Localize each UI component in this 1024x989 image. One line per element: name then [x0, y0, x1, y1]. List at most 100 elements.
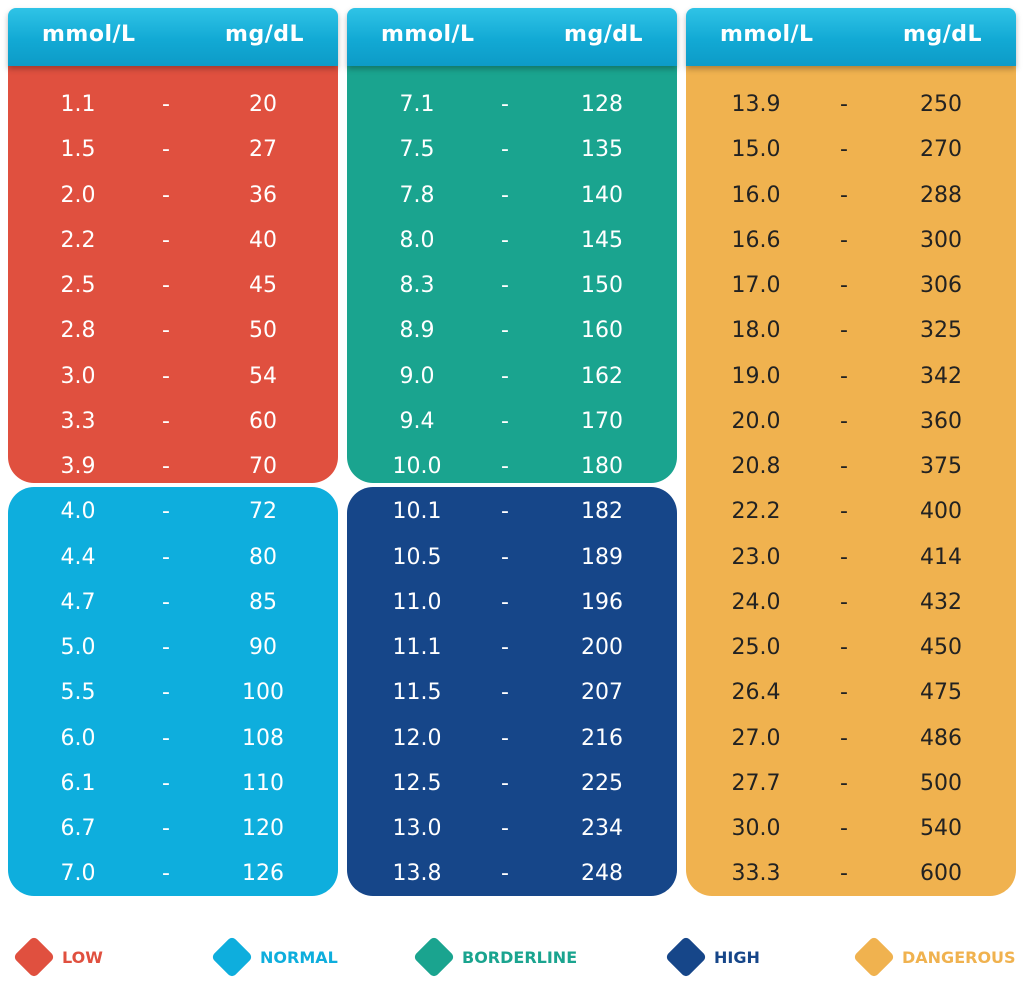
- mgdl-value: 150: [581, 273, 623, 298]
- mgdl-value: 216: [581, 725, 623, 751]
- separator-dash: -: [840, 92, 848, 117]
- diamond-icon: [12, 935, 56, 979]
- legend-label: NORMAL: [260, 948, 338, 967]
- table-row: 4.0 - 72: [8, 489, 338, 534]
- mmol-value: 10.0: [392, 454, 442, 479]
- table-row: 17.0 - 306: [686, 263, 1016, 308]
- legend-label: DANGEROUS: [902, 948, 1016, 967]
- mmol-value: 6.0: [60, 725, 96, 751]
- mgdl-value: 80: [249, 544, 277, 570]
- mmol-value: 25.0: [731, 635, 781, 660]
- separator-dash: -: [840, 861, 848, 887]
- mmol-value: 8.9: [399, 318, 435, 344]
- separator-dash: -: [162, 182, 170, 208]
- mmol-value: 2.5: [60, 273, 96, 298]
- separator-dash: -: [162, 137, 170, 163]
- mmol-value: 10.5: [392, 544, 442, 570]
- mgdl-value: 36: [249, 182, 277, 208]
- separator-dash: -: [840, 589, 848, 615]
- mmol-value: 20.8: [731, 454, 781, 479]
- table-row: 1.5 - 27: [8, 127, 338, 172]
- mmol-value: 12.0: [392, 725, 442, 751]
- header-mmol-label: mmol/L: [381, 22, 475, 47]
- mmol-value: 3.9: [60, 454, 96, 479]
- range-block-normal: [8, 487, 338, 896]
- table-row: 27.0 - 486: [686, 716, 1016, 761]
- table-row: 2.2 - 40: [8, 218, 338, 263]
- mgdl-value: 45: [249, 273, 277, 298]
- separator-dash: -: [840, 137, 848, 163]
- separator-dash: -: [840, 770, 848, 796]
- table-row: 23.0 - 414: [686, 535, 1016, 580]
- table-row: 10.5 - 189: [347, 535, 677, 580]
- separator-dash: -: [840, 635, 848, 660]
- table-row: 8.0 - 145: [347, 218, 677, 263]
- mgdl-value: 140: [581, 182, 623, 208]
- mmol-value: 18.0: [731, 318, 781, 344]
- table-row: 3.3 - 60: [8, 399, 338, 444]
- table-row: 6.7 - 120: [8, 806, 338, 851]
- separator-dash: -: [501, 861, 509, 887]
- mmol-value: 13.8: [392, 861, 442, 887]
- mgdl-value: 300: [920, 227, 962, 253]
- mmol-value: 27.7: [731, 770, 781, 796]
- table-row: 12.0 - 216: [347, 716, 677, 761]
- legend-label: LOW: [62, 948, 103, 967]
- mmol-value: 6.7: [60, 816, 96, 841]
- separator-dash: -: [501, 635, 509, 660]
- separator-dash: -: [840, 363, 848, 389]
- mgdl-value: 270: [920, 137, 962, 163]
- range-block-borderline: [347, 66, 677, 483]
- table-row: 20.0 - 360: [686, 399, 1016, 444]
- mmol-value: 11.0: [392, 589, 442, 615]
- mmol-value: 5.0: [60, 635, 96, 660]
- separator-dash: -: [162, 589, 170, 615]
- mmol-value: 2.0: [60, 182, 96, 208]
- mmol-value: 1.1: [60, 92, 96, 117]
- mgdl-value: 135: [581, 137, 623, 163]
- separator-dash: -: [162, 725, 170, 751]
- table-row: 1.1 - 20: [8, 82, 338, 127]
- mgdl-value: 432: [920, 589, 962, 615]
- separator-dash: -: [162, 227, 170, 253]
- table-row: 3.9 - 70: [8, 444, 338, 489]
- mgdl-value: 306: [920, 273, 962, 298]
- separator-dash: -: [840, 499, 848, 525]
- mmol-value: 27.0: [731, 725, 781, 751]
- mgdl-value: 540: [920, 816, 962, 841]
- mmol-value: 3.0: [60, 363, 96, 389]
- mmol-value: 9.4: [399, 408, 435, 434]
- table-row: 11.0 - 196: [347, 580, 677, 625]
- separator-dash: -: [840, 318, 848, 344]
- table-row: 20.8 - 375: [686, 444, 1016, 489]
- mmol-value: 1.5: [60, 137, 96, 163]
- separator-dash: -: [162, 92, 170, 117]
- separator-dash: -: [162, 544, 170, 570]
- separator-dash: -: [501, 589, 509, 615]
- table-row: 11.1 - 200: [347, 625, 677, 670]
- table-row: 11.5 - 207: [347, 670, 677, 715]
- table-row: 5.5 - 100: [8, 670, 338, 715]
- table-row: 18.0 - 325: [686, 308, 1016, 353]
- mgdl-value: 27: [249, 137, 277, 163]
- separator-dash: -: [501, 454, 509, 479]
- separator-dash: -: [840, 273, 848, 298]
- header-mmol-label: mmol/L: [720, 22, 814, 47]
- table-row: 13.9 - 250: [686, 82, 1016, 127]
- table-row: 9.4 - 170: [347, 399, 677, 444]
- mmol-value: 4.0: [60, 499, 96, 525]
- header-mgdl-label: mg/dL: [564, 22, 643, 47]
- table-row: 7.5 - 135: [347, 127, 677, 172]
- separator-dash: -: [162, 770, 170, 796]
- mgdl-value: 90: [249, 635, 277, 660]
- mgdl-value: 145: [581, 227, 623, 253]
- table-row: 25.0 - 450: [686, 625, 1016, 670]
- mgdl-value: 126: [242, 861, 284, 887]
- mmol-value: 17.0: [731, 273, 781, 298]
- mgdl-value: 600: [920, 861, 962, 887]
- table-row: 2.8 - 50: [8, 308, 338, 353]
- diamond-icon: [664, 935, 708, 979]
- mmol-value: 12.5: [392, 770, 442, 796]
- mgdl-value: 250: [920, 92, 962, 117]
- legend-label: BORDERLINE: [462, 948, 578, 967]
